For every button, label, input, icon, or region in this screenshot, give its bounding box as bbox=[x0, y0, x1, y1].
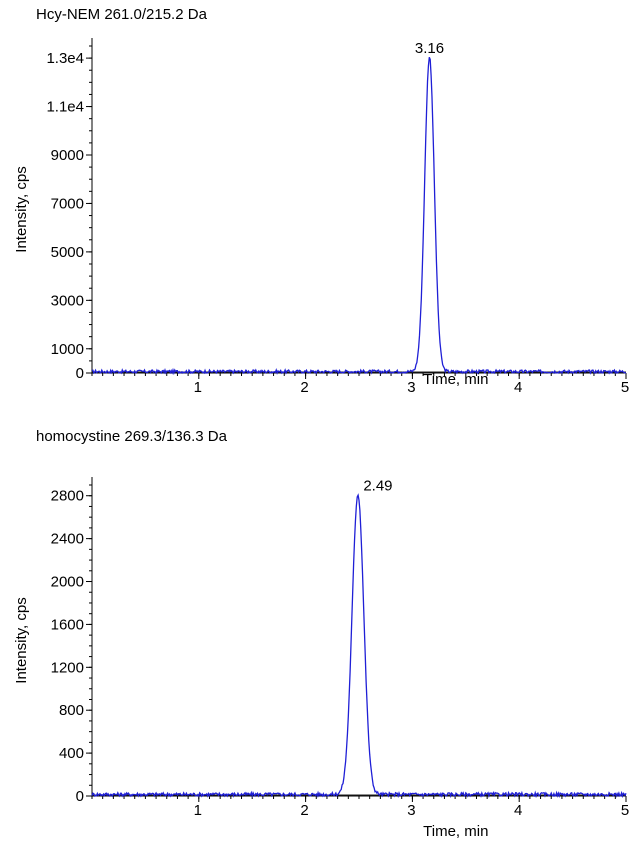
chart-panel-homocystine: 0 400 800 1200 1600 2000 2400 2800 1 2 3 4 5 Time, mi… bbox=[0, 420, 629, 840]
chart-panel-hcy-nem: 0 1000 3000 5000 7000 9000 1.1e4 1.3e4 1 2 3 4 5 Time… bbox=[0, 0, 629, 420]
y-tick-label: 1.3e4 bbox=[46, 50, 84, 67]
y-tick-label: 800 bbox=[59, 702, 84, 719]
x-axis-label: Time, min bbox=[423, 371, 488, 388]
y-tick-label: 7000 bbox=[51, 195, 84, 212]
x-axis-label: Time, min bbox=[423, 823, 488, 840]
x-tick-label: 3 bbox=[407, 802, 415, 819]
x-tick-label: 3 bbox=[407, 379, 415, 396]
y-tick-label: 3000 bbox=[51, 292, 84, 309]
y-tick-label: 2800 bbox=[51, 488, 84, 505]
series-line bbox=[91, 493, 627, 799]
x-tick-label: 1 bbox=[194, 379, 202, 396]
y-tick-label: 1600 bbox=[51, 616, 84, 633]
chart-title: Hcy-NEM 261.0/215.2 Da bbox=[36, 6, 207, 23]
y-tick-label: 2000 bbox=[51, 574, 84, 591]
y-tick-label: 2400 bbox=[51, 531, 84, 548]
y-tick-label: 1200 bbox=[51, 659, 84, 676]
x-tick-label: 1 bbox=[194, 802, 202, 819]
peak-label: 2.49 bbox=[363, 478, 392, 495]
x-tick-label: 5 bbox=[621, 379, 629, 396]
x-tick-label: 4 bbox=[514, 802, 522, 819]
y-tick-label: 0 bbox=[76, 365, 84, 382]
y-tick-label: 5000 bbox=[51, 244, 84, 261]
series-line bbox=[91, 56, 627, 376]
y-tick-label: 1.1e4 bbox=[46, 99, 84, 116]
y-axis-label: Intensity, cps bbox=[13, 597, 30, 683]
chromatogram-hcy-nem: 0 1000 3000 5000 7000 9000 1.1e4 1.3e4 1 2 3 4 5 Time… bbox=[13, 38, 629, 396]
y-tick-label: 9000 bbox=[51, 147, 84, 164]
peak-label: 3.16 bbox=[415, 40, 444, 57]
chart-title: homocystine 269.3/136.3 Da bbox=[36, 428, 227, 445]
x-tick-label: 5 bbox=[621, 802, 629, 819]
y-axis-label: Intensity, cps bbox=[13, 166, 30, 252]
x-tick-label: 2 bbox=[300, 802, 308, 819]
chromatogram-homocystine: 0 400 800 1200 1600 2000 2400 2800 1 2 3 4 5 Time, mi… bbox=[13, 477, 629, 840]
y-tick-label: 0 bbox=[76, 788, 84, 805]
x-tick-label: 2 bbox=[300, 379, 308, 396]
y-tick-label: 400 bbox=[59, 745, 84, 762]
x-tick-label: 4 bbox=[514, 379, 522, 396]
y-tick-label: 1000 bbox=[51, 341, 84, 358]
